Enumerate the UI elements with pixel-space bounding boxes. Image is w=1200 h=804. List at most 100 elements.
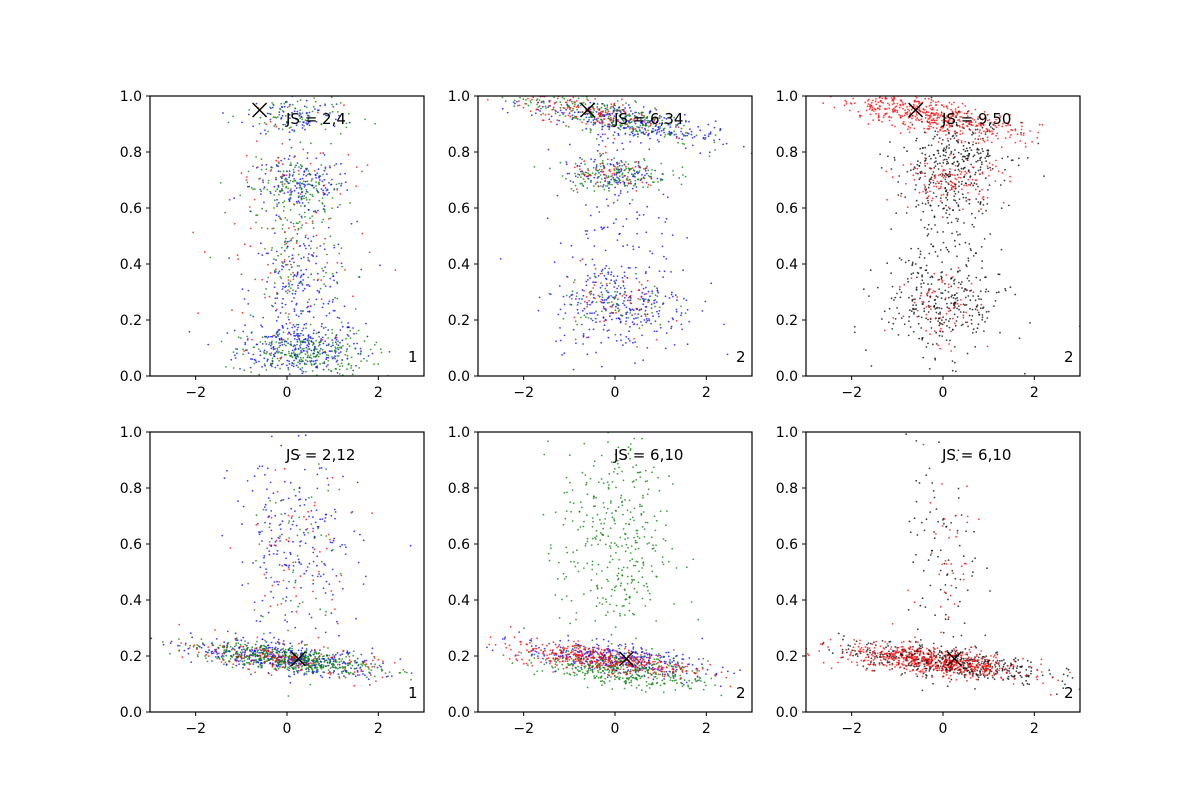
point-black <box>980 152 982 154</box>
point-black <box>970 182 972 184</box>
point-red <box>923 109 925 111</box>
point-red <box>590 109 592 111</box>
point-black <box>946 303 948 305</box>
point-red <box>244 243 246 245</box>
point-green <box>586 187 588 189</box>
point-green <box>277 116 279 118</box>
point-blue <box>715 120 717 122</box>
point-black <box>939 313 941 315</box>
point-blue <box>603 184 605 186</box>
point-black <box>912 304 914 306</box>
point-green <box>585 316 587 318</box>
point-black <box>918 338 920 340</box>
point-red <box>1031 141 1033 143</box>
point-blue <box>357 670 359 672</box>
point-blue <box>620 339 622 341</box>
point-green <box>240 337 242 339</box>
point-green <box>301 359 303 361</box>
point-black <box>938 182 940 184</box>
point-black <box>928 253 930 255</box>
point-red <box>344 269 346 271</box>
point-green <box>315 181 317 183</box>
point-black <box>947 140 949 142</box>
point-black <box>953 280 955 282</box>
point-green <box>252 188 254 190</box>
point-green <box>325 129 327 131</box>
point-red <box>610 103 612 105</box>
point-black <box>948 147 950 149</box>
point-blue <box>587 121 589 123</box>
point-red <box>916 97 918 99</box>
point-red <box>943 106 945 108</box>
point-blue <box>307 311 309 313</box>
point-red <box>953 307 955 309</box>
point-blue <box>585 128 587 130</box>
point-blue <box>267 113 269 115</box>
point-green <box>323 276 325 278</box>
axes-frame <box>806 96 1080 376</box>
point-blue <box>299 368 301 370</box>
point-green <box>639 129 641 131</box>
point-blue <box>277 648 279 650</box>
point-red <box>1025 142 1027 144</box>
point-blue <box>289 155 291 157</box>
point-red <box>581 121 583 123</box>
point-green <box>667 133 669 135</box>
point-red <box>954 183 956 185</box>
point-blue <box>555 340 557 342</box>
point-red <box>246 179 248 181</box>
point-black <box>961 287 963 289</box>
point-green <box>243 369 245 371</box>
point-red <box>933 290 935 292</box>
point-green <box>349 330 351 332</box>
point-green <box>305 371 307 373</box>
point-black <box>966 200 968 202</box>
point-blue <box>300 347 302 349</box>
point-black <box>927 343 929 345</box>
point-red <box>872 108 874 110</box>
point-red <box>241 172 243 174</box>
point-blue <box>603 316 605 318</box>
point-red <box>926 314 928 316</box>
point-black <box>912 272 914 274</box>
point-green <box>341 321 343 323</box>
point-red <box>613 173 615 175</box>
point-black <box>916 277 918 279</box>
point-green <box>614 291 616 293</box>
point-blue <box>312 583 314 585</box>
point-red <box>1015 142 1017 144</box>
point-black <box>957 142 959 144</box>
point-green <box>341 266 343 268</box>
point-blue <box>323 369 325 371</box>
point-red <box>964 141 966 143</box>
point-blue <box>341 339 343 341</box>
point-red <box>600 301 602 303</box>
point-red <box>1001 146 1003 148</box>
point-blue <box>265 210 267 212</box>
point-red <box>626 277 628 279</box>
point-blue <box>346 348 348 350</box>
point-blue <box>629 203 631 205</box>
point-green <box>295 345 297 347</box>
point-red <box>676 320 678 322</box>
point-blue <box>311 510 313 512</box>
point-blue <box>611 159 613 161</box>
point-red <box>916 117 918 119</box>
point-green <box>264 293 266 295</box>
point-blue <box>311 617 313 619</box>
point-blue <box>340 163 342 165</box>
point-black <box>933 167 935 169</box>
point-blue <box>227 631 229 633</box>
point-red <box>601 122 603 124</box>
point-green <box>320 288 322 290</box>
point-blue <box>291 365 293 367</box>
point-blue <box>708 133 710 135</box>
point-blue <box>327 364 329 366</box>
point-blue <box>606 104 608 106</box>
point-black <box>987 154 989 156</box>
point-black <box>942 139 944 141</box>
point-blue <box>292 254 294 256</box>
point-red <box>395 269 397 271</box>
point-green <box>607 181 609 183</box>
point-green <box>633 185 635 187</box>
